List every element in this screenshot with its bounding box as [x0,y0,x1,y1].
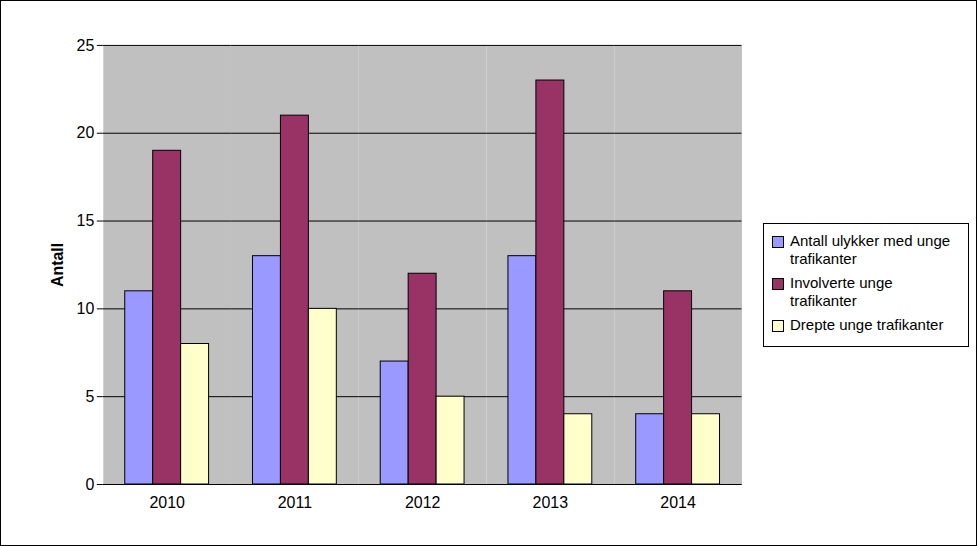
svg-text:15: 15 [77,212,95,229]
svg-text:Antall: Antall [49,243,66,287]
svg-text:2014: 2014 [660,494,696,511]
svg-text:20: 20 [77,124,95,141]
svg-text:0: 0 [85,476,94,493]
svg-text:2011: 2011 [278,494,312,511]
svg-text:5: 5 [85,388,94,405]
svg-text:25: 25 [77,37,95,54]
html-text:Drepte unge trafikanter: Drepte unge trafikanter [790,316,944,333]
svg-text:2010: 2010 [149,494,185,511]
svg-text:2012: 2012 [405,494,441,511]
html-text:Involverte unge trafikanter: Involverte unge trafikanter [790,274,893,309]
svg-text:10: 10 [77,300,95,317]
html-text:Antall ulykker med unge trafik: Antall ulykker med unge trafikanter [790,232,951,267]
svg-text:2013: 2013 [533,494,569,511]
